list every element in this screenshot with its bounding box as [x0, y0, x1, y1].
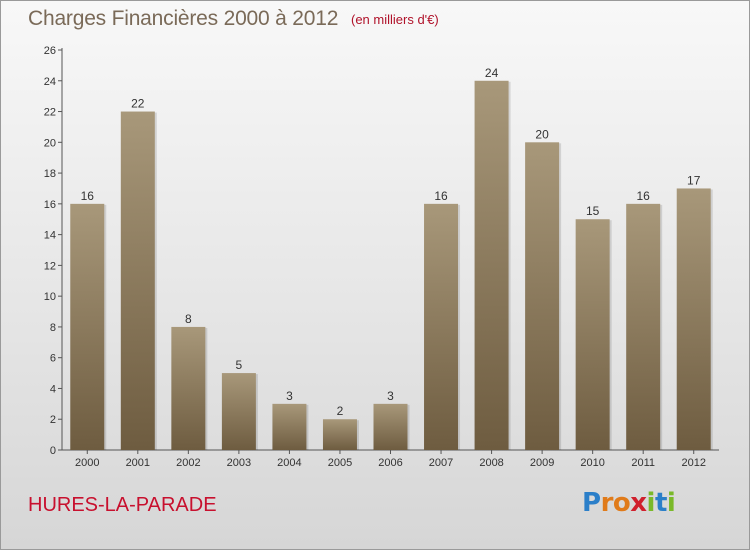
bar — [322, 419, 357, 450]
bar — [120, 111, 155, 451]
x-tick-label: 2009 — [530, 457, 554, 469]
bar-value-label: 16 — [637, 189, 651, 203]
logo-letter: i — [646, 488, 656, 518]
bar-value-label: 3 — [286, 389, 293, 403]
y-tick-label: 8 — [50, 322, 56, 334]
bar — [575, 219, 610, 450]
bar — [70, 203, 105, 450]
logo-letter: P — [582, 488, 601, 518]
y-tick-label: 26 — [44, 45, 56, 57]
bar — [171, 326, 206, 450]
bar-value-label: 5 — [236, 358, 243, 372]
y-tick-label: 10 — [44, 291, 56, 303]
bar — [272, 403, 307, 450]
bar-value-label: 22 — [131, 97, 145, 111]
bar-value-label: 8 — [185, 312, 192, 326]
y-tick-label: 6 — [50, 353, 56, 365]
logo-letter: r — [600, 488, 614, 518]
x-tick-label: 2007 — [429, 457, 453, 469]
bar — [626, 203, 661, 450]
y-tick-label: 24 — [44, 76, 56, 88]
x-tick-label: 2011 — [631, 457, 655, 469]
x-tick-label: 2005 — [328, 457, 352, 469]
y-tick-label: 0 — [50, 445, 56, 457]
bar — [525, 142, 560, 451]
y-tick-label: 4 — [50, 383, 56, 395]
y-tick-label: 12 — [44, 260, 56, 272]
x-tick-label: 2002 — [176, 457, 200, 469]
x-tick-label: 2010 — [580, 457, 604, 469]
y-tick-label: 2 — [50, 414, 56, 426]
y-tick-label: 18 — [44, 168, 56, 180]
bar — [373, 403, 408, 450]
y-tick-label: 14 — [44, 230, 56, 242]
logo-letter: x — [630, 488, 647, 518]
chart-unit: (en milliers d'€) — [351, 12, 439, 27]
bar — [474, 80, 509, 451]
x-tick-label: 2008 — [479, 457, 503, 469]
bar-value-label: 20 — [535, 127, 549, 141]
chart-title: Charges Financières 2000 à 2012 — [28, 7, 339, 30]
bar-value-label: 2 — [337, 404, 344, 418]
bar-value-label: 24 — [485, 66, 499, 80]
bar — [221, 373, 256, 450]
bar — [676, 188, 711, 450]
logo-letter: o — [612, 488, 631, 518]
y-tick-label: 16 — [44, 199, 56, 211]
bar — [424, 203, 459, 450]
bar-value-label: 15 — [586, 204, 600, 218]
bar-value-label: 16 — [434, 189, 448, 203]
commune-name: HURES-LA-PARADE — [28, 494, 217, 516]
logo-letter: t — [654, 488, 667, 518]
bar-value-label: 17 — [687, 173, 701, 187]
x-tick-label: 2000 — [75, 457, 99, 469]
y-tick-label: 20 — [44, 137, 56, 149]
x-tick-label: 2004 — [277, 457, 301, 469]
y-tick-label: 22 — [44, 107, 56, 119]
logo-letter: i — [666, 488, 676, 518]
bar-value-label: 3 — [387, 389, 394, 403]
x-tick-label: 2006 — [378, 457, 402, 469]
x-tick-label: 2001 — [126, 457, 150, 469]
x-tick-label: 2012 — [681, 457, 705, 469]
bar-value-label: 16 — [81, 189, 95, 203]
x-tick-label: 2003 — [227, 457, 251, 469]
proxiti-logo: Proxiti — [582, 488, 676, 518]
